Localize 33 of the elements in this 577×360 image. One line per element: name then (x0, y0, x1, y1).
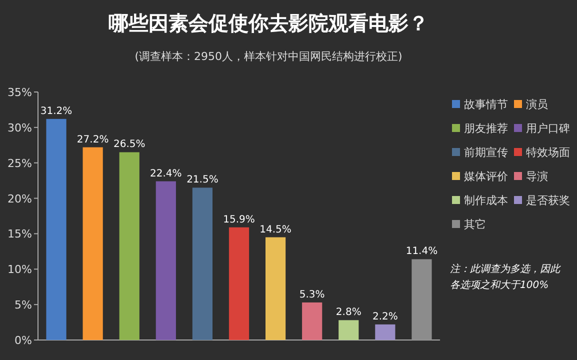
legend-label: 导演 (526, 170, 548, 183)
legend-label: 特效场面 (526, 146, 570, 159)
data-label: 22.4% (150, 168, 182, 180)
text: 注：此调查为多选，因此各选项之和大于100% (450, 263, 561, 291)
data-label: 26.5% (113, 139, 146, 150)
data-label: 27.2% (76, 134, 109, 146)
y-tick-label: 15% (8, 228, 32, 241)
legend-label: 故事情节 (464, 98, 508, 111)
data-label: 5.3% (299, 289, 325, 300)
legend-label: 演员 (526, 98, 548, 111)
data-label: 14.5% (260, 224, 292, 236)
chart-title: 哪些因素会促使你去影院观看电影？ (108, 11, 428, 35)
y-tick-label: 25% (8, 156, 32, 170)
legend-label: 制作成本 (464, 194, 508, 207)
data-label: 31.2% (40, 106, 72, 117)
y-tick-label: 0% (14, 334, 32, 347)
y-tick-label: 20% (8, 192, 32, 206)
data-label: 21.5% (186, 174, 218, 186)
legend-label: 是否获奖 (526, 194, 570, 207)
data-label: 11.4% (406, 246, 438, 258)
y-tick-label: 30% (8, 121, 32, 134)
data-label: 2.2% (372, 311, 398, 322)
data-label: 15.9% (223, 214, 255, 226)
legend-label: 媒体评价 (464, 170, 508, 183)
legend-label: 前期宣传 (464, 146, 508, 159)
chart-subtitle: (调查样本：2950人，样本针对中国网民结构进行校正) (134, 50, 402, 63)
legend-label: 用户口碑 (526, 122, 570, 135)
y-tick-label: 35% (8, 86, 32, 99)
y-tick-label: 5% (14, 298, 32, 312)
legend-label: 朋友推荐 (464, 122, 508, 135)
legend-label: 其它 (464, 218, 486, 231)
y-tick-label: 10% (8, 263, 32, 276)
data-label: 2.8% (336, 307, 362, 318)
